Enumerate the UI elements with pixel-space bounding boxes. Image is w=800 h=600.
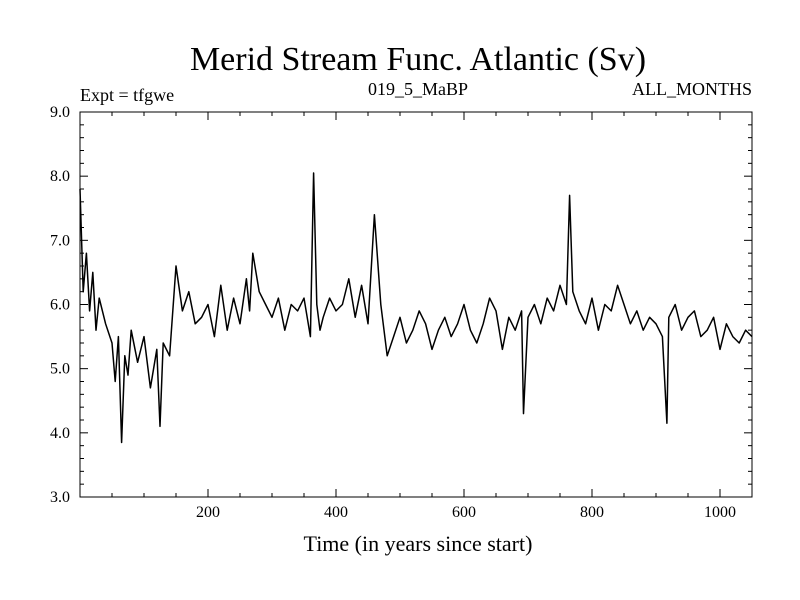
months-label: ALL_MONTHS	[632, 79, 752, 99]
experiment-label: Expt = tfgwe	[80, 85, 174, 105]
y-tick-label: 7.0	[50, 232, 70, 249]
x-axis-label: Time (in years since start)	[304, 531, 533, 556]
y-tick-label: 3.0	[50, 489, 70, 506]
period-label: 019_5_MaBP	[368, 79, 468, 99]
plot-area: 3.0 4.0 5.0 6.0 7.0 8.0 9.0 200 400 600 800 1000	[50, 104, 753, 521]
series-line	[79, 172, 753, 444]
x-tick-label: 600	[452, 504, 476, 521]
x-tick-label: 1000	[704, 504, 736, 521]
x-tick-label: 800	[580, 504, 604, 521]
chart-title: Merid Stream Func. Atlantic (Sv)	[190, 41, 646, 78]
x-tick-label: 200	[196, 504, 220, 521]
y-tick-label: 4.0	[50, 425, 70, 442]
y-tick-label: 9.0	[50, 104, 70, 121]
y-tick-label: 6.0	[50, 297, 70, 314]
y-tick-label: 8.0	[50, 168, 70, 185]
y-tick-label: 5.0	[50, 361, 70, 378]
x-tick-label: 400	[324, 504, 348, 521]
